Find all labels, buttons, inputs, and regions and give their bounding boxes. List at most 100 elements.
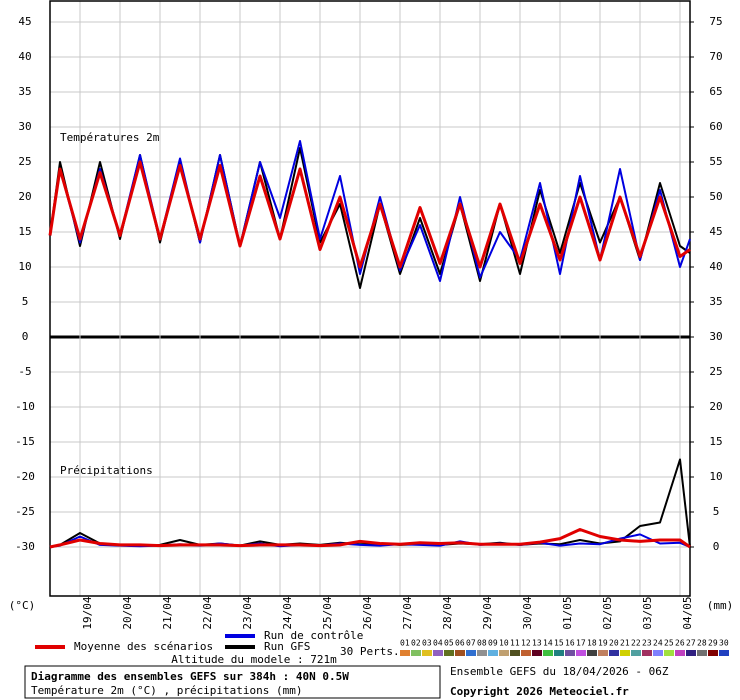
y-tick-label: 30 xyxy=(18,120,31,133)
x-tick-label: 23/04 xyxy=(241,596,254,629)
y-tick-label: 40 xyxy=(18,50,31,63)
plot-frame xyxy=(49,0,691,597)
perturbation-label: 10 xyxy=(499,639,509,648)
perturbation-swatch xyxy=(576,650,586,656)
perturbation-label: 01 xyxy=(400,639,410,648)
y-tick-label: -30 xyxy=(15,540,35,553)
perturbation-swatch xyxy=(675,650,685,656)
y2-tick-label: 75 xyxy=(709,15,722,28)
perturbation-label: 02 xyxy=(411,639,421,648)
perturbation-label: 17 xyxy=(576,639,586,648)
perturbation-label: 27 xyxy=(686,639,696,648)
y-tick-label: 15 xyxy=(18,225,31,238)
x-tick-label: 02/05 xyxy=(601,596,614,629)
x-tick-label: 24/04 xyxy=(281,596,294,629)
legend-label: Moyenne des scénarios xyxy=(74,640,213,653)
perturbation-swatch xyxy=(664,650,674,656)
x-tick-label: 27/04 xyxy=(401,596,414,629)
perturbation-label: 03 xyxy=(422,639,432,648)
x-tick-label: 22/04 xyxy=(201,596,214,629)
y2-tick-label: 10 xyxy=(709,470,722,483)
perturbation-label: 26 xyxy=(675,639,685,648)
perturbation-swatch xyxy=(510,650,520,656)
perturbation-label: 23 xyxy=(642,639,652,648)
perturbation-swatch xyxy=(400,650,410,656)
y2-tick-label: 15 xyxy=(709,435,722,448)
y2-tick-label: 70 xyxy=(709,50,722,63)
y2-axis-unit: (mm) xyxy=(707,599,734,612)
y2-tick-label: 5 xyxy=(713,505,720,518)
perturbation-swatch xyxy=(488,650,498,656)
legend-label: Run GFS xyxy=(264,640,310,653)
perturbation-label: 15 xyxy=(554,639,564,648)
perturbation-label: 28 xyxy=(697,639,707,648)
perturbation-label: 21 xyxy=(620,639,630,648)
x-tick-label: 19/04 xyxy=(81,596,94,629)
perturbation-label: 12 xyxy=(521,639,531,648)
y-tick-label: 0 xyxy=(22,330,29,343)
y2-tick-label: 35 xyxy=(709,295,722,308)
y2-tick-label: 45 xyxy=(709,225,722,238)
perturbation-swatch xyxy=(565,650,575,656)
chart-subtitle: Température 2m (°C) , précipitations (mm… xyxy=(31,684,303,697)
y-axis-unit: (°C) xyxy=(9,599,36,612)
perturbation-swatch xyxy=(609,650,619,656)
perturbation-swatch xyxy=(686,650,696,656)
temperature-line xyxy=(48,160,691,269)
y-tick-label: 5 xyxy=(22,295,29,308)
x-tick-label: 21/04 xyxy=(161,596,174,629)
y-tick-label: -10 xyxy=(15,400,35,413)
copyright: Copyright 2026 Meteociel.fr xyxy=(450,685,629,698)
perturbation-swatch xyxy=(620,650,630,656)
temperature-label: Températures 2m xyxy=(60,131,160,144)
x-tick-label: 28/04 xyxy=(441,596,454,629)
perturbation-label: 11 xyxy=(510,639,520,648)
perturbation-label: 04 xyxy=(433,639,443,648)
y2-tick-label: 30 xyxy=(709,330,722,343)
x-tick-label: 26/04 xyxy=(361,596,374,629)
legend-label: Run de contrôle xyxy=(264,629,363,642)
y2-tick-label: 0 xyxy=(713,540,720,553)
y-tick-label: 35 xyxy=(18,85,31,98)
perturbation-label: 29 xyxy=(708,639,718,648)
y2-tick-label: 20 xyxy=(709,400,722,413)
perturbation-label: 06 xyxy=(455,639,465,648)
x-tick-label: 04/05 xyxy=(681,596,694,629)
perturbation-label: 25 xyxy=(664,639,674,648)
perturbation-label: 24 xyxy=(653,639,663,648)
perturbation-label: 22 xyxy=(631,639,641,648)
perturbation-swatch xyxy=(631,650,641,656)
y2-tick-label: 50 xyxy=(709,190,722,203)
perturbation-swatch xyxy=(543,650,553,656)
perturbation-swatch xyxy=(708,650,718,656)
y2-tick-label: 25 xyxy=(709,365,722,378)
perturbation-label: 19 xyxy=(598,639,608,648)
perturbation-swatch xyxy=(466,650,476,656)
y-tick-label: -5 xyxy=(18,365,31,378)
y-tick-label: -25 xyxy=(15,505,35,518)
perturbation-swatch xyxy=(587,650,597,656)
y-tick-label: 10 xyxy=(18,260,31,273)
perturbation-swatch xyxy=(642,650,652,656)
perturbation-swatch xyxy=(554,650,564,656)
y2-tick-label: 55 xyxy=(709,155,722,168)
x-tick-label: 01/05 xyxy=(561,596,574,629)
precipitation-line xyxy=(49,528,691,549)
perturbation-swatch xyxy=(598,650,608,656)
y-tick-label: 45 xyxy=(18,15,31,28)
altitude-label: Altitude du modele : 721m xyxy=(171,653,337,666)
perturbation-swatch xyxy=(422,650,432,656)
run-info: Ensemble GEFS du 18/04/2026 - 06Z xyxy=(450,665,669,678)
perts-label: 30 Perts. xyxy=(340,645,400,658)
perturbation-label: 07 xyxy=(466,639,476,648)
perturbation-swatch xyxy=(477,650,487,656)
perturbation-label: 20 xyxy=(609,639,619,648)
x-tick-label: 29/04 xyxy=(481,596,494,629)
x-tick-label: 25/04 xyxy=(321,596,334,629)
perturbation-swatch xyxy=(499,650,509,656)
perturbation-swatch xyxy=(411,650,421,656)
y-tick-label: 20 xyxy=(18,190,31,203)
